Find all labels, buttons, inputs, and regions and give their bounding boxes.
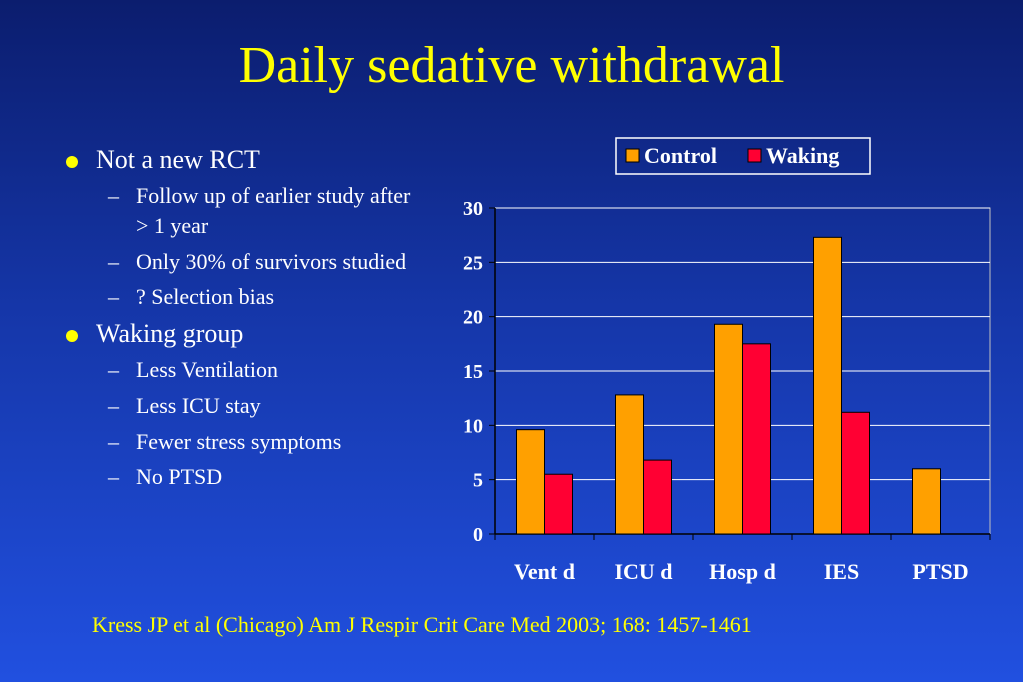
bar-control (615, 394, 644, 535)
y-tick-label: 25 (463, 252, 483, 274)
sub-bullet-item: – Less Ventilation (62, 355, 422, 385)
x-tick-label: ICU d (614, 559, 672, 584)
sub-bullet-text: Less ICU stay (136, 392, 261, 418)
y-tick-label: 0 (473, 524, 483, 546)
x-tick-label: Vent d (514, 559, 575, 584)
bullet-list: Not a new RCT – Follow up of earlier stud… (62, 144, 422, 498)
chart-svg: 0 5 10 15 20 25 30 Vent d ICU d Hosp d IES PTSD Cont… (463, 137, 991, 584)
bar-control (516, 429, 545, 535)
sub-bullet-text: Follow up of earlier study after > 1 yea… (136, 183, 411, 238)
sub-bullet-item: – Follow up of earlier study after > 1 ye… (62, 181, 422, 240)
bar-control (714, 323, 743, 535)
dash-icon: – (108, 392, 119, 418)
sub-bullet-text: ? Selection bias (136, 284, 275, 310)
x-tick-label: IES (824, 559, 859, 584)
legend-swatch-control (625, 148, 640, 163)
dash-icon: – (108, 428, 119, 454)
bar-waking (643, 459, 672, 535)
sub-bullet-text: Fewer stress symptoms (136, 428, 342, 454)
dash-icon: – (108, 284, 119, 310)
dash-icon: – (108, 357, 119, 383)
sub-bullet-text: Only 30% of survivors studied (136, 248, 407, 274)
y-tick-label: 20 (463, 307, 483, 329)
legend-label: Waking (766, 143, 839, 168)
x-tick-label: Hosp d (709, 559, 776, 584)
bullet-dot-icon (66, 329, 78, 342)
y-tick-label: 5 (473, 470, 483, 492)
bar-control (912, 468, 941, 535)
bar-control (813, 236, 842, 535)
sub-bullet-text: No PTSD (136, 464, 223, 490)
y-tick-label: 10 (463, 415, 483, 437)
slide-title: Daily sedative withdrawal (238, 37, 785, 94)
x-tick-label: PTSD (912, 559, 968, 584)
bullet-item: Waking group (62, 318, 422, 349)
dash-icon: – (108, 248, 119, 274)
bullet-text: Waking group (96, 318, 244, 348)
sub-bullet-item: – Fewer stress symptoms (62, 427, 422, 457)
legend-swatch-waking (747, 148, 762, 163)
bar-waking (742, 343, 771, 535)
dash-icon: – (108, 464, 119, 490)
sub-bullet-text: Less Ventilation (136, 357, 278, 383)
sub-bullet-item: –? Selection bias (62, 282, 422, 312)
sub-bullet-item: – Only 30% of survivors studied (62, 247, 422, 277)
bar-chart: 0 5 10 15 20 25 30 Vent d ICU d Hosp d IES PTSD Cont… (420, 128, 1010, 603)
y-tick-label: 15 (463, 361, 483, 383)
legend-box (615, 137, 871, 175)
bullet-item: Not a new RCT (62, 144, 422, 175)
bar-waking (841, 411, 870, 535)
y-tick-label: 30 (463, 198, 483, 220)
bullet-dot-icon (66, 156, 78, 168)
legend-label: Control (644, 143, 717, 168)
citation: Kress JP et al (Chicago) Am J Respir Cri… (92, 612, 752, 637)
bullet-text: Not a new RCT (96, 145, 260, 174)
sub-bullet-item: – No PTSD (62, 462, 422, 492)
sub-bullet-item: – Less ICU stay (62, 391, 422, 421)
bar-waking (544, 473, 573, 535)
dash-icon: – (108, 183, 119, 209)
